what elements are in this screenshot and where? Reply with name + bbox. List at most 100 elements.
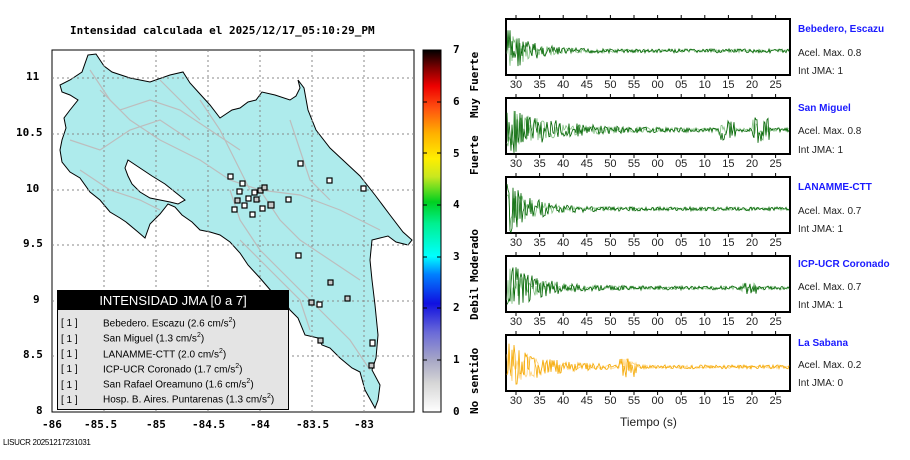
time-tick-label: 30 xyxy=(509,395,523,407)
roads xyxy=(69,69,381,371)
seismogram-trace xyxy=(506,267,790,305)
time-tick-label: 40 xyxy=(557,158,570,170)
legend-intensity: [ 1 ] xyxy=(61,364,78,376)
station-markers xyxy=(227,160,376,369)
legend-station: Bebedero. Escazu (2.6 cm/s xyxy=(103,318,229,330)
colorbar-label-no-sentido: No sentido xyxy=(468,347,481,414)
time-tick-label: 50 xyxy=(604,158,617,170)
legend-station: San Miguel (1.3 cm/s xyxy=(103,333,197,345)
x-tick-label: -85 xyxy=(146,418,166,431)
time-tick-label: 10 xyxy=(698,158,711,170)
time-tick-label: 35 xyxy=(533,316,546,328)
time-tick-label: 35 xyxy=(533,79,546,91)
legend-row: [ 1 ] San Rafael Oreamuno (1.6 cm/s2) xyxy=(58,374,288,391)
costa-rica-land xyxy=(59,53,413,410)
time-tick-label: 55 xyxy=(627,158,641,170)
panel-station-name: La Sabana xyxy=(798,338,849,349)
time-tick-label: 40 xyxy=(557,395,570,407)
y-tick-label: 9.5 xyxy=(23,237,43,250)
legend-intensity: [ 1 ] xyxy=(61,348,78,360)
time-tick-label: 25 xyxy=(769,316,782,328)
footer-id: LISUCR 20251217231031 xyxy=(3,438,91,447)
gulf-of-nicoya xyxy=(124,159,186,205)
time-tick-label: 55 xyxy=(627,316,641,328)
time-tick-label: 05 xyxy=(675,158,688,170)
time-tick-label: 15 xyxy=(722,395,735,407)
legend-sup: 2 xyxy=(246,378,251,386)
colorbar-label-debil: Debil xyxy=(468,286,481,320)
time-tick-label: 45 xyxy=(580,237,593,249)
panel-station-name: LANAMME-CTT xyxy=(798,182,872,193)
legend-end: ) xyxy=(250,379,254,391)
seismogram-trace-shadow xyxy=(506,110,790,148)
time-tick-label: 50 xyxy=(604,316,617,328)
legend-sup: 2 xyxy=(196,332,201,340)
colorbar-label-muy-fuerte: Muy Fuerte xyxy=(468,51,481,118)
legend-end: ) xyxy=(222,348,227,360)
seismogram-frame xyxy=(505,176,791,234)
time-tick-label: 55 xyxy=(627,395,641,407)
colorbar-tick: 5 xyxy=(453,147,460,160)
time-tick-label: 30 xyxy=(509,79,523,91)
colorbar-tick: 0 xyxy=(453,405,460,418)
seismogram-trace xyxy=(506,343,790,385)
panel-station-name: San Miguel xyxy=(798,103,851,114)
time-tick-label: 10 xyxy=(698,79,711,91)
legend-sup: 2 xyxy=(235,362,240,370)
colorbar-tick: 6 xyxy=(453,95,460,108)
panel-int-jma: Int JMA: 0 xyxy=(798,378,844,389)
time-tick-label: 30 xyxy=(509,316,523,328)
x-tick-label: -83.5 xyxy=(296,418,330,431)
time-tick-label: 05 xyxy=(675,237,688,249)
panel-acel-max: Acel. Max. 0.8 xyxy=(798,126,862,137)
legend-sup: 2 xyxy=(218,347,223,355)
y-tick-label: 11 xyxy=(26,70,40,83)
panel-station-name: Bebedero, Escazu xyxy=(798,24,885,35)
time-tick-label: 55 xyxy=(627,79,641,91)
panel-int-jma: Int JMA: 1 xyxy=(798,224,844,235)
time-tick-label: 50 xyxy=(604,395,617,407)
x-tick-label: -84 xyxy=(250,418,270,431)
colorbar-label-fuerte: Fuerte xyxy=(468,135,481,175)
colorbar-tick: 2 xyxy=(453,301,460,314)
legend-end: ) xyxy=(200,333,205,345)
seismogram-frame xyxy=(505,97,791,155)
time-tick-label: 15 xyxy=(722,79,735,91)
x-tick-label: -83 xyxy=(354,418,374,431)
legend-station: Hosp. B. Aires. Puntarenas (1.3 cm/s xyxy=(103,394,267,406)
time-tick-label: 15 xyxy=(722,316,735,328)
seismogram-panels xyxy=(505,15,791,395)
legend-station: LANAMME-CTT (2.0 cm/s xyxy=(103,348,219,360)
intensity-legend: INTENSIDAD JMA [0 a 7] [ 1 ] Bebedero. Es… xyxy=(57,290,289,410)
time-tick-label: 20 xyxy=(745,79,759,91)
legend-header: INTENSIDAD JMA [0 a 7] xyxy=(58,291,288,310)
time-tick-label: 30 xyxy=(509,158,523,170)
y-tick-label: 10.5 xyxy=(16,126,43,139)
time-tick-label: 50 xyxy=(604,79,617,91)
legend-end: ) xyxy=(239,364,243,376)
time-tick-label: 00 xyxy=(651,316,664,328)
panel-acel-max: Acel. Max. 0.7 xyxy=(798,282,862,293)
seismogram-trace-shadow xyxy=(506,36,790,66)
time-tick-label: 25 xyxy=(769,79,782,91)
legend-intensity: [ 1 ] xyxy=(61,379,78,391)
time-tick-label: 45 xyxy=(580,316,593,328)
time-tick-label: 55 xyxy=(627,237,641,249)
time-tick-label: 40 xyxy=(557,237,570,249)
legend-intensity: [ 1 ] xyxy=(61,394,78,406)
seismogram-trace xyxy=(506,110,790,153)
legend-end: ) xyxy=(232,318,236,330)
y-tick-label: 8 xyxy=(36,404,43,417)
time-axis-label: Tiempo (s) xyxy=(620,415,677,429)
legend-sup: 2 xyxy=(266,393,271,401)
legend-end: ) xyxy=(270,394,275,406)
colorbar-ticks xyxy=(423,101,441,361)
time-tick-label: 00 xyxy=(651,237,664,249)
time-tick-label: 35 xyxy=(533,237,546,249)
x-tick-label: -85.5 xyxy=(84,418,118,431)
seismogram-frame xyxy=(505,18,791,76)
legend-sup: 2 xyxy=(228,317,233,324)
panel-int-jma: Int JMA: 1 xyxy=(798,300,844,311)
y-tick-label: 8.5 xyxy=(23,348,43,361)
